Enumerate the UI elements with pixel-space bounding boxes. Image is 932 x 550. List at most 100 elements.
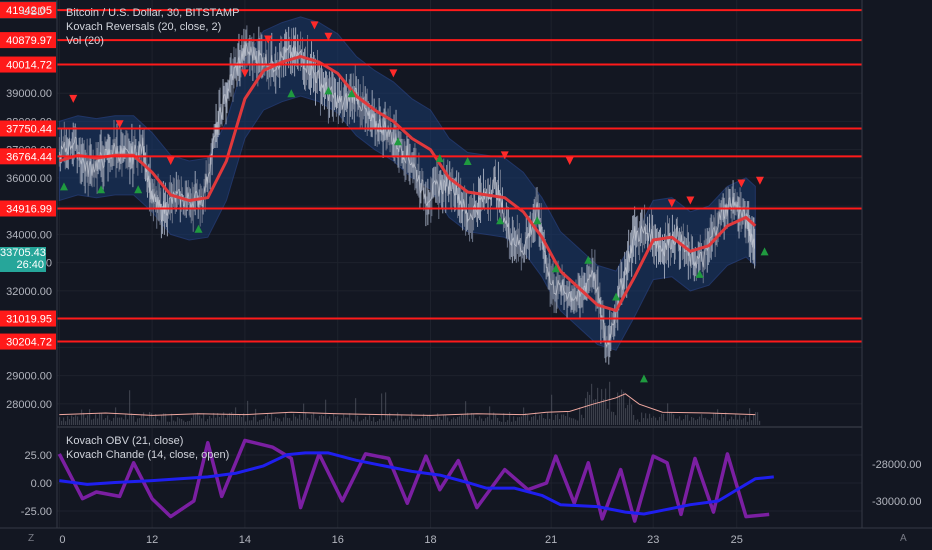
- volume-bar: [159, 420, 161, 425]
- volume-bar: [487, 416, 489, 425]
- volume-bar: [463, 414, 465, 425]
- volume-bar: [229, 412, 231, 425]
- volume-bar: [403, 419, 405, 425]
- auto-scale-icon[interactable]: A: [900, 533, 907, 544]
- moving-average-series: [58, 55, 757, 313]
- price-line: [58, 42, 755, 349]
- volume-bar: [421, 417, 423, 425]
- level-tag: [0, 200, 56, 217]
- volume-bar: [567, 411, 569, 425]
- time-axis[interactable]: 0 12 14 16 18 21 23 25: [59, 534, 743, 546]
- volume-bar: [203, 413, 205, 425]
- volume-bar: [329, 416, 331, 425]
- time-tick-label: 0: [59, 534, 65, 546]
- volume-bar: [71, 415, 73, 425]
- log-scale-icon[interactable]: Z: [28, 533, 35, 544]
- lower-tick-label: 25.00: [24, 450, 52, 462]
- volume-bar: [225, 417, 227, 425]
- volume-bar: [117, 417, 119, 425]
- volume-bar: [253, 416, 255, 425]
- moving-average-line: [58, 55, 757, 313]
- volume-bar: [517, 417, 519, 425]
- volume-bar: [293, 413, 295, 425]
- volume-bar: [737, 419, 739, 425]
- volume-bar: [437, 413, 439, 425]
- volume-bar: [507, 420, 509, 425]
- volume-bar: [165, 413, 167, 425]
- volume-bar: [153, 417, 155, 425]
- volume-bar: [485, 418, 487, 425]
- volume-bar: [691, 416, 693, 425]
- volume-bar: [325, 399, 327, 425]
- volume-bar: [291, 420, 293, 425]
- volume-bar: [689, 420, 691, 425]
- volume-bar: [467, 412, 469, 425]
- reversal-up-marker: [463, 156, 472, 165]
- time-tick-label: 25: [731, 534, 743, 546]
- countdown-value: 26:40: [16, 259, 44, 271]
- volume-bar: [459, 416, 461, 425]
- volume-bar: [231, 412, 233, 425]
- volume-bar: [371, 421, 373, 425]
- volume-bar: [151, 413, 153, 425]
- volume-bar: [255, 408, 257, 425]
- volume-bar: [75, 415, 77, 425]
- volume-bar: [219, 417, 221, 425]
- volume-bar: [503, 413, 505, 425]
- volume-bar: [425, 416, 427, 425]
- volume-bar: [665, 421, 667, 425]
- lower-legend: Kovach OBV (21, close) Kovach Chande (14…: [66, 434, 229, 462]
- volume-bar: [705, 417, 707, 425]
- volume-bar: [493, 412, 495, 425]
- volume-bar: [297, 418, 299, 425]
- volume-bar: [615, 415, 617, 425]
- volume-bar: [491, 419, 493, 425]
- symbol-title: Bitcoin / U.S. Dollar, 30, BITSTAMP: [66, 7, 240, 19]
- volume-bar: [699, 416, 701, 425]
- volume-bar: [269, 418, 271, 425]
- volume-bar: [163, 413, 165, 425]
- reversal-up-marker: [639, 374, 648, 383]
- obv-line: [59, 451, 774, 516]
- volume-bar: [515, 420, 517, 425]
- volume-bar: [469, 418, 471, 425]
- level-tag-label: 41942.05: [6, 5, 52, 17]
- volume-bar: [547, 412, 549, 425]
- reversal-down-marker: [324, 32, 333, 41]
- level-tag-label: 31019.95: [6, 314, 52, 326]
- left-axis-panel: [0, 0, 57, 550]
- volume-bar: [683, 419, 685, 425]
- volume-bars: [59, 381, 761, 425]
- volume-bar: [539, 415, 541, 425]
- volume-bar: [169, 421, 171, 425]
- time-tick-label: 14: [239, 534, 251, 546]
- volume-bar: [631, 404, 633, 425]
- obv-tick-label: -28000.00: [872, 459, 922, 471]
- volume-bar: [571, 418, 573, 425]
- volume-bar: [551, 394, 553, 425]
- level-tag: [0, 2, 56, 19]
- level-tag-label: 37750.44: [6, 123, 52, 135]
- volume-bar: [495, 414, 497, 425]
- volume-bar: [481, 418, 483, 425]
- price-tick-label: 39000.00: [6, 88, 52, 100]
- volume-bar: [443, 415, 445, 425]
- volume-bar: [195, 414, 197, 425]
- volume-bar: [575, 419, 577, 425]
- volume-bar: [533, 416, 535, 425]
- volume-bar: [275, 417, 277, 425]
- level-tag-label: 40014.72: [6, 60, 52, 72]
- volume-bar: [649, 413, 651, 425]
- volume-bar: [577, 420, 579, 425]
- volume-bar: [341, 418, 343, 425]
- volume-bar: [483, 421, 485, 425]
- volume-bar: [619, 395, 621, 425]
- lower-tick-label: -25.00: [21, 506, 52, 518]
- reversal-down-marker: [667, 199, 676, 208]
- volume-bar: [177, 417, 179, 425]
- volume-bar: [597, 387, 599, 425]
- volume-bar: [211, 418, 213, 425]
- volume-bar: [609, 381, 611, 425]
- price-axis[interactable]: 28000.0029000.0032000.0033000.0034000.00…: [0, 2, 922, 518]
